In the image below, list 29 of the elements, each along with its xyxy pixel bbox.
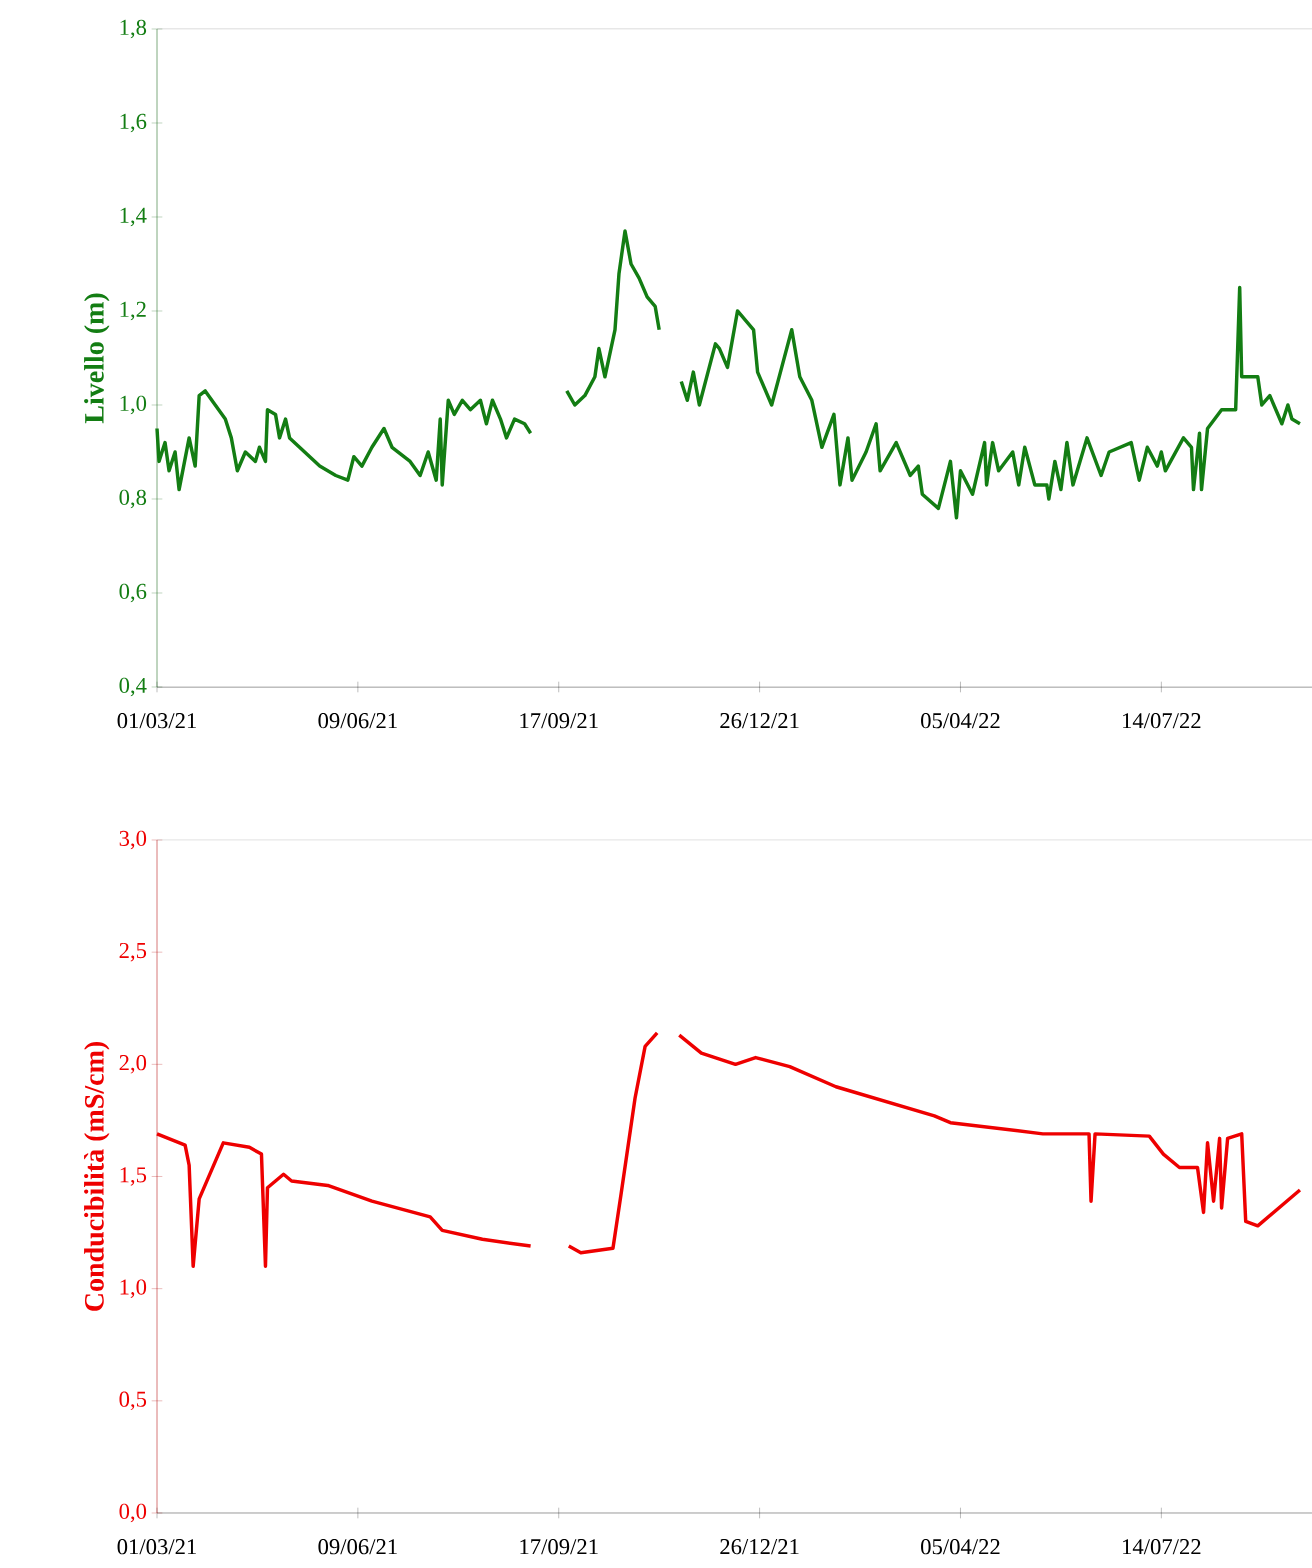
y-tick-label: 0,4 bbox=[119, 677, 147, 697]
y-tick-label: 2,0 bbox=[119, 1055, 146, 1074]
x-tick-label: 26/12/21 bbox=[720, 713, 799, 729]
x-tick-label: 01/03/21 bbox=[117, 1539, 196, 1555]
y-tick-label: 3,0 bbox=[119, 830, 146, 850]
x-tick-label: 17/09/21 bbox=[520, 713, 598, 729]
x-tick-label: 05/04/22 bbox=[920, 713, 1000, 729]
x-tick-label: 14/07/22 bbox=[1122, 713, 1201, 729]
x-tick-label: 14/07/22 bbox=[1122, 1539, 1201, 1555]
y-tick-label: 1,4 bbox=[120, 207, 147, 227]
x-tick-label: 09/06/21 bbox=[318, 1539, 397, 1555]
x-tick-label: 09/06/21 bbox=[318, 713, 397, 729]
y-tick-label: 1,2 bbox=[120, 301, 146, 321]
y-tick-label: 1,0 bbox=[120, 1279, 146, 1298]
y-tick-label: 1,5 bbox=[120, 1167, 146, 1186]
x-tick-label: 17/09/21 bbox=[520, 1539, 598, 1555]
y-tick-label: 1,6 bbox=[120, 113, 147, 133]
x-tick-label: 26/12/21 bbox=[720, 1539, 799, 1555]
y-tick-label: 2,5 bbox=[119, 942, 146, 962]
y-tick-label: 1,0 bbox=[120, 395, 146, 415]
y-tick-label: 0,0 bbox=[119, 1503, 146, 1523]
y-tick-label: 0,8 bbox=[119, 489, 146, 509]
x-tick-label: 01/03/21 bbox=[117, 713, 196, 729]
y-tick-label: 0,5 bbox=[119, 1391, 146, 1411]
y-axis-title: Livello (m) bbox=[83, 293, 110, 424]
x-tick-label: 05/04/22 bbox=[920, 1539, 1000, 1555]
y-tick-label: 1,8 bbox=[120, 19, 146, 39]
y-axis-title: Conducibilità (mS/cm) bbox=[83, 1042, 110, 1311]
y-tick-label: 0,6 bbox=[119, 583, 147, 603]
